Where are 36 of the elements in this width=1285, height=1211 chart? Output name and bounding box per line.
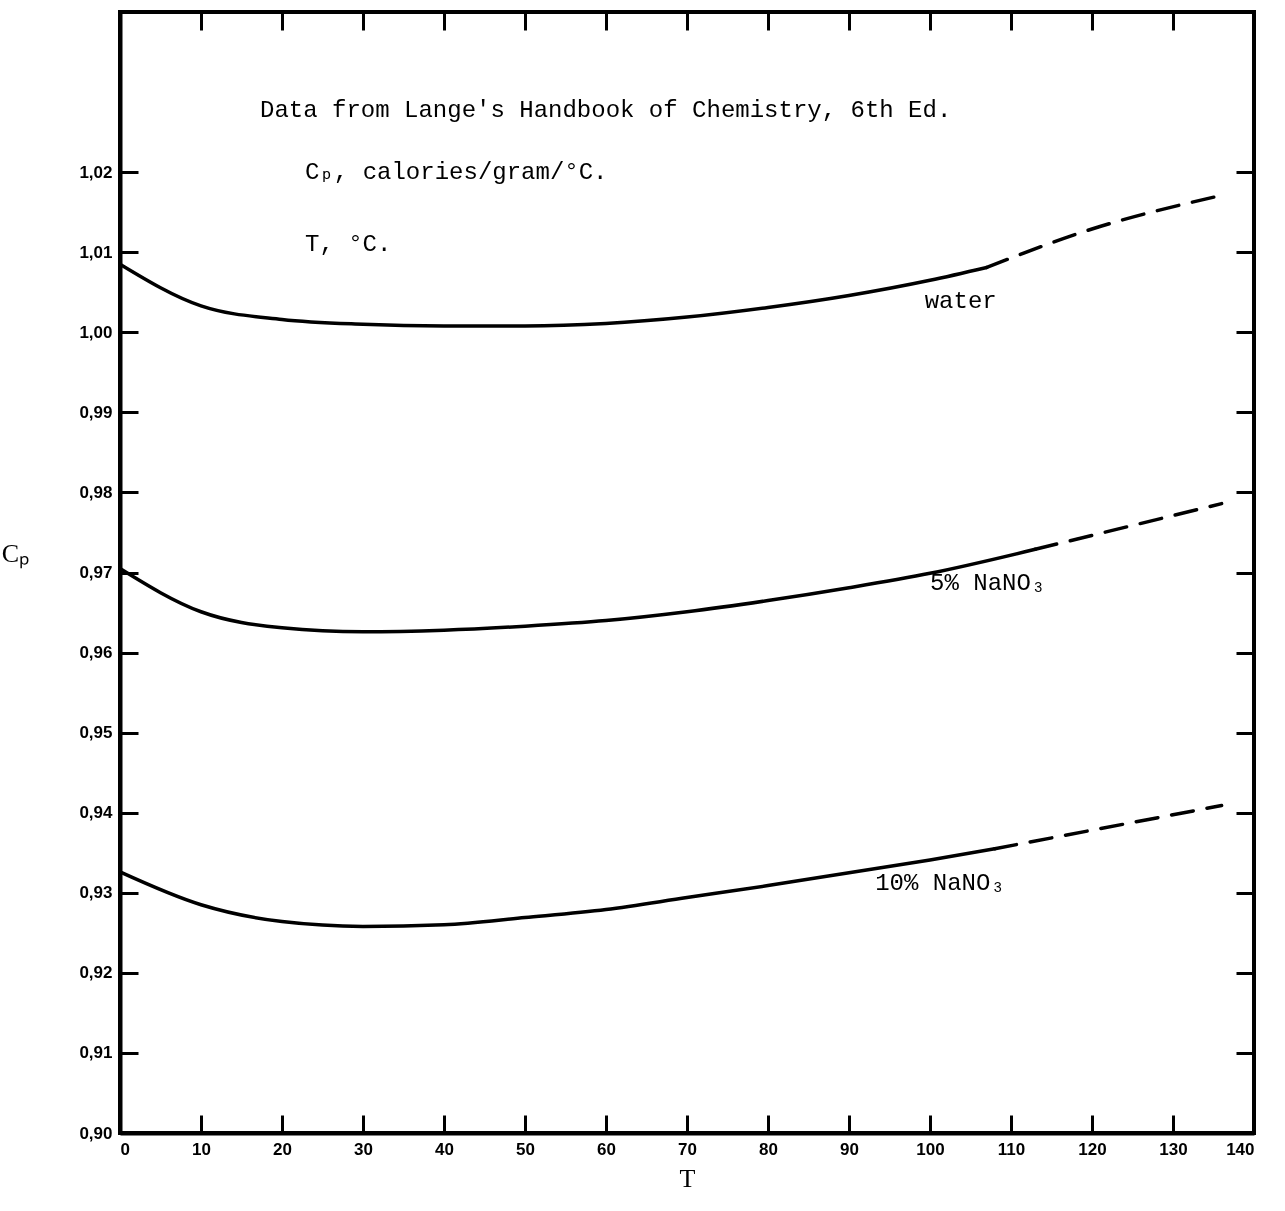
y-axis-title: Cₚ — [1, 539, 30, 570]
y-tick-label: 0,97 — [79, 563, 113, 582]
y-tick-label: 0,93 — [79, 883, 113, 903]
y-tick-label: 0,90 — [79, 1123, 113, 1143]
x-tick-label: 130 — [1159, 1139, 1188, 1159]
y-tick-label: 1,00 — [79, 322, 113, 342]
x-tick-label: 100 — [916, 1139, 945, 1159]
x-tick-label: 20 — [273, 1139, 292, 1159]
series-label: water — [924, 288, 997, 316]
x-tick-label: 70 — [678, 1139, 697, 1159]
annotation: Data from Lange's Handbook of Chemistry, 6th Ed. — [260, 97, 952, 124]
x-tick-label: 30 — [354, 1139, 373, 1159]
x-tick-label: 80 — [759, 1139, 778, 1159]
x-tick-label: 50 — [516, 1139, 535, 1159]
x-tick-label: 40 — [435, 1139, 454, 1159]
y-tick-label: 0,94 — [79, 803, 114, 823]
x-tick-label: 90 — [840, 1139, 859, 1159]
x-tick-label: 10 — [192, 1139, 211, 1159]
x-tick-label: 140 — [1226, 1139, 1255, 1159]
y-tick-label: 0,92 — [79, 963, 113, 983]
x-tick-label: 0 — [120, 1139, 130, 1159]
x-axis-title: T — [679, 1163, 696, 1193]
annotation: T, °C. — [305, 231, 392, 258]
y-tick-label: 0,96 — [79, 643, 113, 663]
y-tick-label: 1,02 — [79, 162, 113, 182]
series-label: 10% NaNO₃ — [875, 869, 1005, 897]
y-tick-label: 0,98 — [79, 482, 113, 502]
x-tick-label: 120 — [1078, 1139, 1107, 1159]
y-tick-label: 0,99 — [79, 402, 113, 422]
y-tick-label: 0,95 — [79, 723, 113, 743]
x-tick-label: 110 — [997, 1139, 1026, 1159]
x-tick-label: 60 — [597, 1139, 616, 1159]
y-tick-label: 1,01 — [79, 242, 113, 262]
annotation: Cₚ, calories/gram/°C. — [305, 159, 608, 186]
y-tick-label: 0,91 — [79, 1043, 113, 1063]
series-label: 5% NaNO₃ — [930, 570, 1046, 598]
